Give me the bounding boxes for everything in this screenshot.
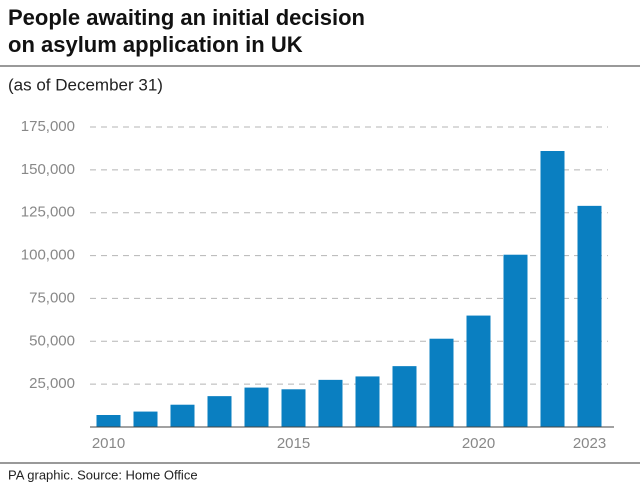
- y-tick-label: 150,000: [21, 161, 75, 178]
- y-tick-label: 75,000: [29, 289, 75, 306]
- y-tick-label: 50,000: [29, 332, 75, 349]
- bar: [355, 376, 380, 427]
- chart-subtitle: (as of December 31): [8, 75, 163, 94]
- x-tick-label: 2015: [277, 435, 310, 452]
- bar: [503, 254, 528, 427]
- bar: [96, 415, 121, 427]
- y-tick-label: 125,000: [21, 204, 75, 221]
- source: PA graphic. Source: Home Office: [8, 467, 198, 482]
- chart-title: People awaiting an initial decision: [8, 5, 365, 30]
- x-tick-label: 2023: [573, 435, 606, 452]
- x-tick-label: 2010: [92, 435, 125, 452]
- bar: [577, 205, 602, 427]
- y-tick-label: 100,000: [21, 247, 75, 264]
- bar: [429, 338, 454, 427]
- chart-title: on asylum application in UK: [8, 32, 303, 57]
- y-tick-label: 25,000: [29, 375, 75, 392]
- bar: [281, 389, 306, 427]
- bar: [392, 366, 417, 427]
- bar: [244, 387, 269, 427]
- bar: [207, 396, 232, 427]
- bar: [540, 151, 565, 427]
- bar: [133, 411, 158, 427]
- bar: [170, 404, 195, 427]
- x-tick-label: 2020: [462, 435, 495, 452]
- bar: [318, 379, 343, 427]
- bar: [466, 315, 491, 427]
- y-tick-label: 175,000: [21, 118, 75, 135]
